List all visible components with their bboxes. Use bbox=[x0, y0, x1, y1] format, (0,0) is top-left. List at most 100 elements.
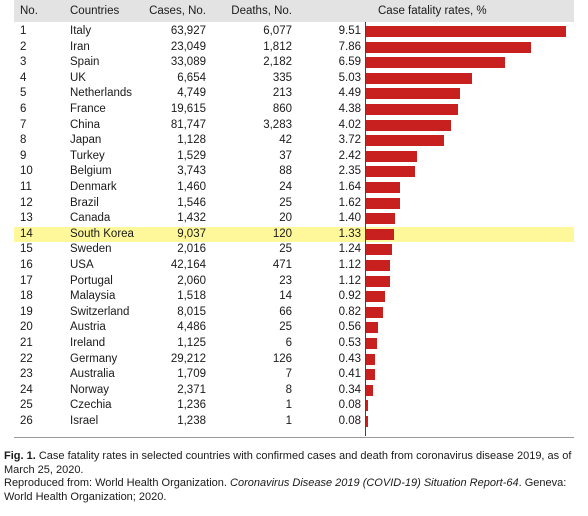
country-name: Canada bbox=[70, 212, 111, 225]
country-name: UK bbox=[70, 71, 86, 84]
fatality-rate-bar bbox=[366, 213, 396, 225]
fatality-rate-bar bbox=[366, 416, 368, 427]
country-name: Malaysia bbox=[70, 290, 116, 303]
row-number: 10 bbox=[20, 165, 33, 178]
table-row: 26 Israel 1,238 1 0.08 bbox=[14, 414, 574, 430]
case-fatality-figure: No. Countries Cases, No. Deaths, No. Cas… bbox=[14, 0, 574, 438]
fatality-rate-bar bbox=[366, 275, 390, 287]
caption-text: Case fatality rates in selected countrie… bbox=[4, 450, 572, 476]
table-row: 18 Malaysia 1,518 14 0.92 bbox=[14, 289, 574, 305]
cases-value: 1,460 bbox=[177, 181, 206, 193]
table-row: 1 Italy 63,927 6,077 9.51 bbox=[14, 24, 574, 40]
fatality-rate-bar bbox=[366, 353, 376, 365]
deaths-value: 120 bbox=[272, 227, 292, 240]
fatality-rate-bar bbox=[366, 244, 393, 256]
rate-value: 1.62 bbox=[338, 196, 361, 209]
country-name: France bbox=[70, 103, 106, 115]
table-row: 22 Germany 29,212 126 0.43 bbox=[14, 352, 574, 368]
deaths-value: 6,077 bbox=[263, 25, 292, 37]
table-row: 15 Sweden 2,016 25 1.24 bbox=[14, 242, 574, 258]
fatality-rate-bar bbox=[366, 338, 378, 349]
table-row: 4 UK 6,654 335 5.03 bbox=[14, 71, 574, 87]
cases-value: 81,747 bbox=[170, 118, 206, 131]
country-name: Netherlands bbox=[70, 87, 133, 100]
country-name: Norway bbox=[70, 383, 109, 396]
table-row: 19 Switzerland 8,015 66 0.82 bbox=[14, 305, 574, 321]
cases-value: 1,518 bbox=[177, 290, 206, 303]
table-row: 9 Turkey 1,529 37 2.42 bbox=[14, 149, 574, 165]
row-number: 17 bbox=[20, 274, 33, 287]
fatality-rate-bar bbox=[366, 57, 505, 69]
row-number: 6 bbox=[20, 103, 27, 115]
cases-value: 1,128 bbox=[177, 134, 206, 147]
rate-value: 2.42 bbox=[338, 149, 361, 162]
cases-value: 19,615 bbox=[170, 103, 206, 115]
fatality-rate-bar bbox=[366, 135, 445, 147]
deaths-value: 471 bbox=[272, 259, 292, 271]
row-number: 11 bbox=[20, 181, 32, 193]
rate-value: 0.82 bbox=[338, 305, 361, 318]
country-name: Turkey bbox=[70, 149, 105, 162]
table-row: 20 Austria 4,486 25 0.56 bbox=[14, 320, 574, 336]
deaths-value: 42 bbox=[279, 134, 292, 147]
rate-value: 0.92 bbox=[338, 290, 361, 303]
cases-value: 63,927 bbox=[170, 25, 206, 37]
row-number: 25 bbox=[20, 399, 33, 412]
rate-value: 1.33 bbox=[338, 227, 361, 240]
cases-value: 1,432 bbox=[177, 212, 206, 225]
deaths-value: 2,182 bbox=[263, 56, 292, 69]
caption-source-title: Coronavirus Disease 2019 (COVID-19) Situ… bbox=[230, 477, 519, 489]
fatality-rate-bar bbox=[366, 197, 401, 209]
cases-value: 4,749 bbox=[177, 87, 206, 100]
rate-value: 2.35 bbox=[338, 165, 361, 178]
table-row: 12 Brazil 1,546 25 1.62 bbox=[14, 196, 574, 212]
table-row: 5 Netherlands 4,749 213 4.49 bbox=[14, 86, 574, 102]
rate-value: 5.03 bbox=[338, 71, 361, 84]
cases-value: 42,164 bbox=[170, 259, 206, 271]
fatality-rate-bar bbox=[366, 400, 368, 412]
caption-source-suffix: . Geneva: World Health Organization; 202… bbox=[4, 477, 567, 503]
fatality-rate-bar bbox=[366, 26, 566, 37]
fatality-rate-bar bbox=[366, 384, 374, 396]
country-name: Austria bbox=[70, 321, 106, 334]
cases-value: 2,060 bbox=[177, 274, 206, 287]
fatality-rate-bar bbox=[366, 291, 386, 303]
row-number: 24 bbox=[20, 383, 33, 396]
bar-axis-line bbox=[365, 22, 366, 436]
header-deaths: Deaths, No. bbox=[231, 5, 292, 17]
country-name: Ireland bbox=[70, 337, 106, 349]
country-name: South Korea bbox=[70, 227, 134, 240]
rate-value: 0.53 bbox=[338, 337, 361, 349]
table-row: 11 Denmark 1,460 24 1.64 bbox=[14, 180, 574, 196]
rate-value: 0.41 bbox=[338, 368, 361, 381]
deaths-value: 860 bbox=[272, 103, 292, 115]
row-number: 18 bbox=[20, 290, 33, 303]
deaths-value: 20 bbox=[279, 212, 292, 225]
row-number: 1 bbox=[20, 25, 27, 37]
table-row: 25 Czechia 1,236 1 0.08 bbox=[14, 398, 574, 414]
row-number: 20 bbox=[20, 321, 33, 334]
rate-value: 7.86 bbox=[338, 40, 361, 53]
cases-value: 1,236 bbox=[177, 399, 206, 412]
deaths-value: 6 bbox=[285, 337, 292, 349]
deaths-value: 7 bbox=[285, 368, 292, 381]
country-name: Portugal bbox=[70, 274, 113, 287]
deaths-value: 25 bbox=[279, 243, 292, 256]
fatality-rate-bar bbox=[366, 228, 394, 240]
rate-value: 0.08 bbox=[338, 415, 361, 427]
rate-value: 1.64 bbox=[338, 181, 361, 193]
deaths-value: 37 bbox=[279, 149, 292, 162]
rate-value: 9.51 bbox=[338, 25, 361, 37]
table-row: 8 Japan 1,128 42 3.72 bbox=[14, 133, 574, 149]
fatality-rate-bar bbox=[366, 322, 378, 334]
country-name: Czechia bbox=[70, 399, 112, 412]
cases-value: 4,486 bbox=[177, 321, 206, 334]
fatality-rate-bar bbox=[366, 306, 384, 318]
deaths-value: 25 bbox=[279, 321, 292, 334]
country-name: Germany bbox=[70, 352, 118, 365]
rate-value: 1.12 bbox=[338, 274, 361, 287]
fatality-rate-bar bbox=[366, 182, 401, 193]
deaths-value: 23 bbox=[279, 274, 292, 287]
country-name: China bbox=[70, 118, 101, 131]
country-name: Switzerland bbox=[70, 305, 130, 318]
